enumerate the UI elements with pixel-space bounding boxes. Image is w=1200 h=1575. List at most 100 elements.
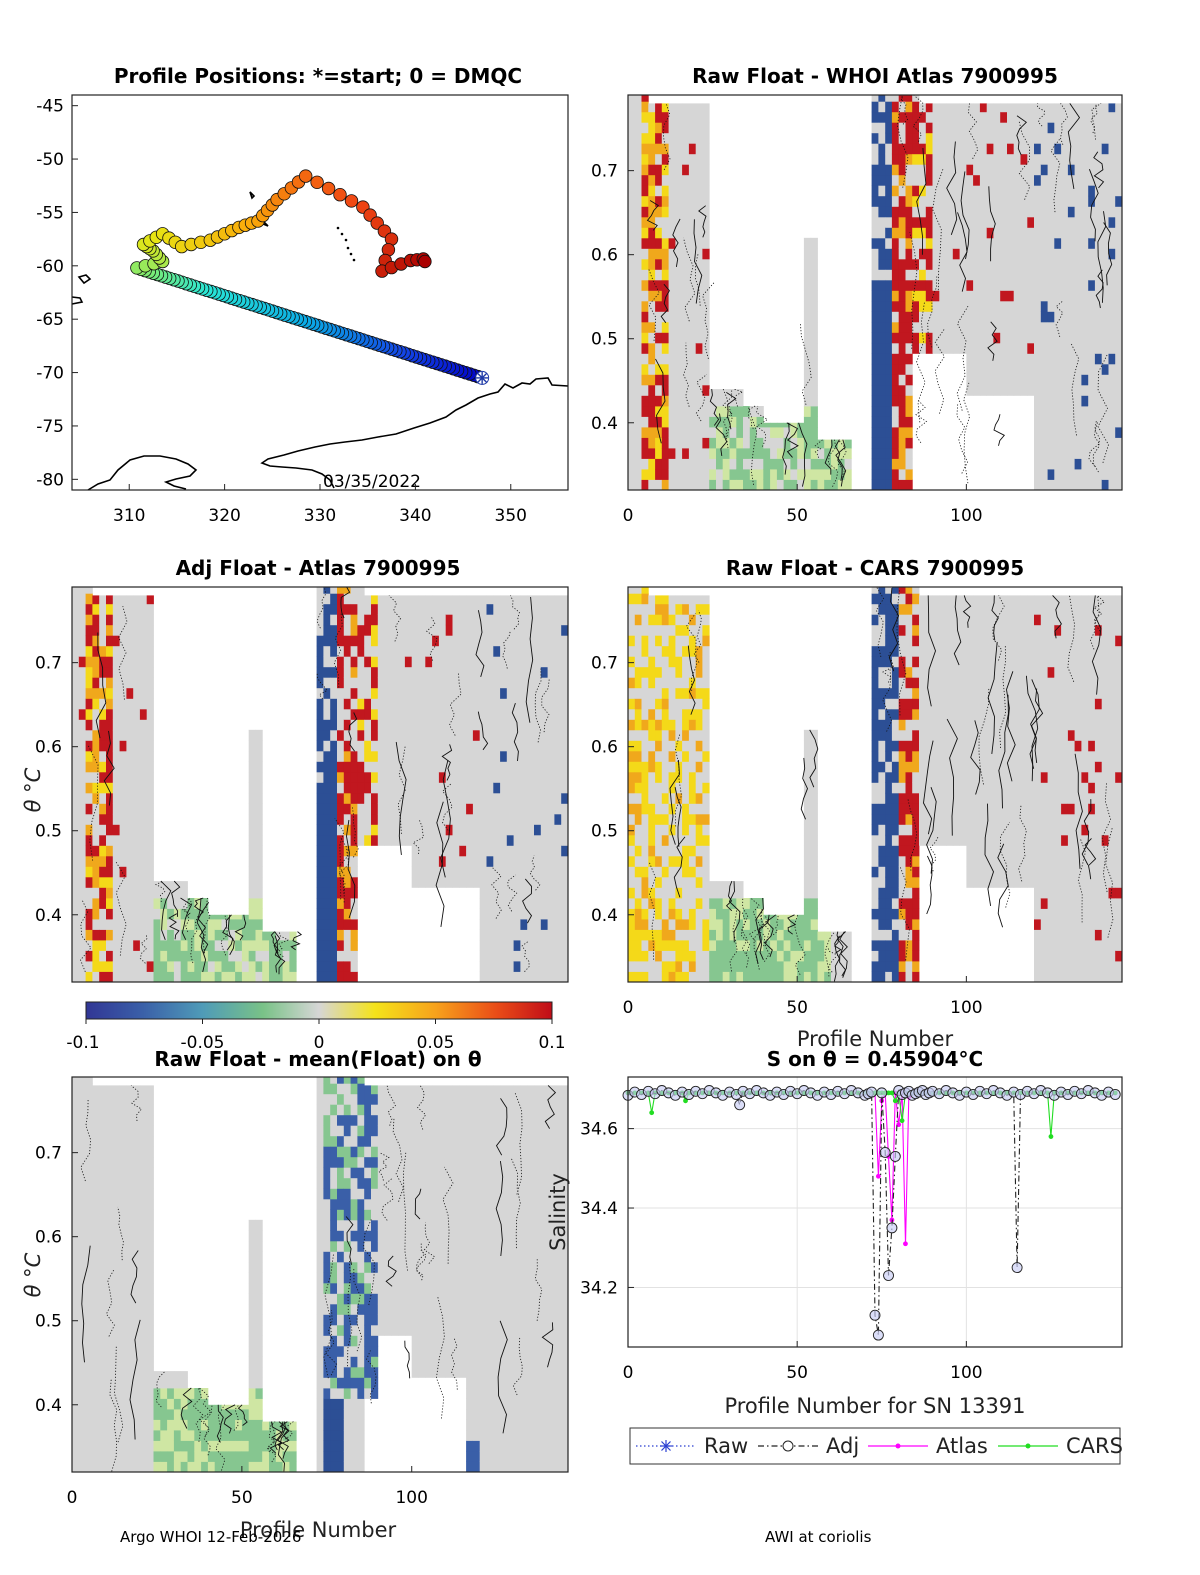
heat-cell <box>898 929 906 941</box>
heat-cell <box>993 384 1001 396</box>
heat-cell <box>506 908 514 920</box>
heat-cell <box>126 677 134 689</box>
heat-cell <box>357 782 365 794</box>
heat-cell <box>350 761 358 773</box>
heat-cell <box>783 919 791 930</box>
heat-cell <box>506 961 514 972</box>
x-tick-label: 50 <box>786 506 808 526</box>
heat-cell <box>506 845 514 857</box>
heat-cell <box>810 374 818 386</box>
heat-cell <box>655 122 663 134</box>
heat-cell <box>1081 427 1089 438</box>
heat-cell <box>810 919 818 930</box>
heat-cell <box>500 950 508 962</box>
heat-cell <box>1081 363 1089 375</box>
heat-cell <box>912 603 920 615</box>
heat-cell <box>350 687 358 699</box>
heat-cell <box>112 595 120 605</box>
heat-cell <box>534 740 542 752</box>
heat-cell <box>885 761 893 773</box>
heat-cell <box>92 729 100 741</box>
heat-cell <box>939 237 947 249</box>
heat-cell <box>1061 448 1069 459</box>
heat-cell <box>939 687 947 699</box>
heat-cell <box>905 792 913 804</box>
heat-cell <box>445 813 453 825</box>
heat-cell <box>973 321 981 333</box>
heat-cell <box>520 698 528 710</box>
heat-cell <box>668 898 676 909</box>
heat-cell <box>112 824 120 836</box>
heat-cell <box>668 919 676 930</box>
heat-cell <box>452 666 460 678</box>
heat-cell <box>891 237 900 249</box>
heat-cell <box>803 845 812 857</box>
heat-cell <box>1013 237 1021 249</box>
heat-cell <box>797 961 805 972</box>
heat-cell <box>269 940 277 951</box>
heat-cell <box>668 940 676 951</box>
heat-cell <box>661 950 669 962</box>
heat-cell <box>85 708 93 720</box>
heat-cell <box>547 614 555 626</box>
heat-cell <box>688 595 697 605</box>
heat-cell <box>139 729 148 741</box>
heat-cell <box>404 782 413 794</box>
heat-cell <box>350 750 358 762</box>
heat-cell <box>1007 384 1015 396</box>
heat-cell <box>404 719 413 731</box>
heat-cell <box>377 824 385 836</box>
heat-cell <box>912 164 920 176</box>
contour-line <box>709 389 720 426</box>
heat-cell <box>241 914 250 920</box>
heat-cell <box>1040 103 1048 113</box>
heat-cell <box>919 656 927 668</box>
heat-cell <box>675 950 683 962</box>
heat-cell <box>438 698 447 710</box>
heat-cell <box>919 332 927 344</box>
heat-cell <box>722 479 730 491</box>
heat-cell <box>398 792 406 804</box>
heat-cell <box>688 311 697 323</box>
heat-cell <box>1074 374 1082 386</box>
heat-cell <box>506 855 514 867</box>
contour-line <box>534 668 542 743</box>
contour-line <box>1097 353 1109 464</box>
heat-cell <box>438 603 447 615</box>
heat-cell <box>323 708 331 720</box>
heat-cell <box>1034 237 1042 249</box>
heat-cell <box>891 961 900 972</box>
heat-cell <box>979 290 988 302</box>
heat-cell <box>668 237 676 249</box>
whoi-axes: 0.40.50.60.70 50 100 <box>591 162 983 526</box>
heat-cell <box>634 174 642 186</box>
heat-cell <box>912 95 920 102</box>
heat-cell <box>770 427 778 438</box>
heat-cell <box>527 719 535 731</box>
heat-cell <box>343 813 351 825</box>
heat-cell <box>466 729 474 741</box>
heat-cell <box>146 708 154 720</box>
heat-cell <box>112 803 120 815</box>
heat-cell <box>925 813 933 825</box>
heat-cell <box>194 971 202 983</box>
heat-cell <box>675 300 683 312</box>
heat-cell <box>1088 353 1096 365</box>
heat-cell <box>661 406 669 417</box>
heat-cell <box>871 384 879 396</box>
heat-cell <box>743 479 751 491</box>
heat-cell <box>641 458 649 470</box>
x-tick-label: 100 <box>950 506 982 526</box>
heat-cell <box>932 677 940 689</box>
heat-cell <box>912 855 920 867</box>
heat-cell <box>112 898 120 909</box>
heat-cell <box>939 740 947 752</box>
heat-cell <box>513 824 521 836</box>
heat-cell <box>979 363 988 375</box>
heat-cell <box>78 614 86 626</box>
heat-cell <box>153 908 161 920</box>
contour-line <box>202 897 211 954</box>
heat-cell <box>432 595 440 605</box>
heat-cell <box>688 876 697 888</box>
heat-cell <box>919 624 927 636</box>
